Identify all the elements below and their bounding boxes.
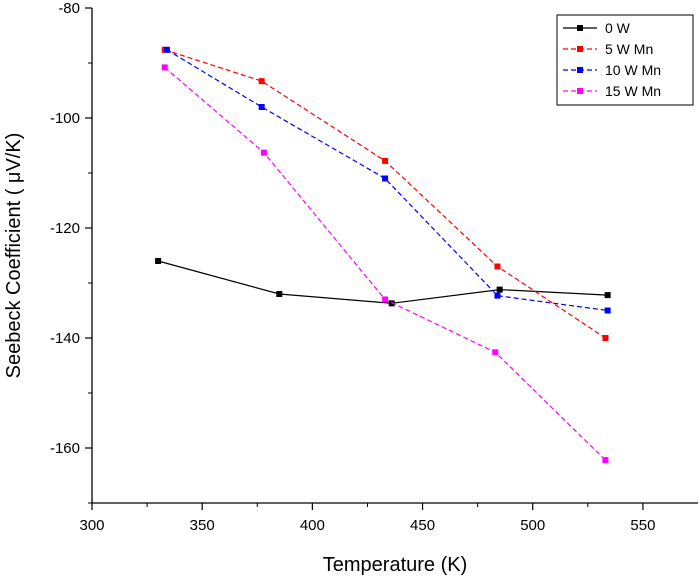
legend-marker [577,88,583,94]
data-point [492,349,499,356]
y-axis: -160 -140 -120 -100 -80 [50,0,92,504]
data-point [496,286,503,293]
legend-marker [577,46,583,52]
series-2 [163,46,611,314]
y-tick-label: -80 [58,0,80,17]
data-point [382,157,389,164]
series-line [164,49,606,339]
legend-label: 10 W Mn [605,62,661,78]
data-point [161,64,168,71]
plot-frame [91,8,698,504]
x-tick-label: 350 [190,517,215,534]
x-axis: 300 350 400 450 500 550 [79,503,655,534]
legend-label: 0 W [605,20,631,36]
data-point [494,292,501,299]
y-tick-label: -100 [50,110,80,127]
data-point [602,457,609,464]
data-point [260,149,267,156]
x-tick-label: 300 [79,517,104,534]
legend-label: 15 W Mn [605,83,661,99]
legend-marker [577,25,583,31]
data-point [155,258,162,264]
data-point [602,335,609,341]
y-tick-label: -140 [50,330,80,347]
x-axis-title: Temperature (K) [323,554,468,576]
y-axis-title: Seebeck Coefficient ( μV/K) [3,133,25,379]
series-line [164,66,606,461]
data-point [382,175,389,182]
x-tick-label: 500 [520,517,545,534]
y-tick-label: -120 [50,220,80,237]
data-point [604,307,611,314]
data-point [258,104,265,110]
x-tick-label: 400 [300,517,325,534]
x-tick-label: 550 [630,517,655,534]
series-layer [155,46,611,464]
legend-marker [577,67,583,73]
data-point [382,296,389,303]
data-point [604,292,611,299]
series-3 [161,64,609,464]
x-tick-label: 450 [410,517,435,534]
legend-label: 5 W Mn [605,41,653,57]
y-tick-label: -160 [50,440,80,457]
legend: 0 W 5 W Mn 10 W Mn 15 W Mn [556,14,694,106]
data-point [494,263,501,270]
data-point [258,78,265,85]
data-point [276,291,283,297]
data-point [388,300,395,307]
data-point [163,46,170,53]
series-line [166,49,608,312]
